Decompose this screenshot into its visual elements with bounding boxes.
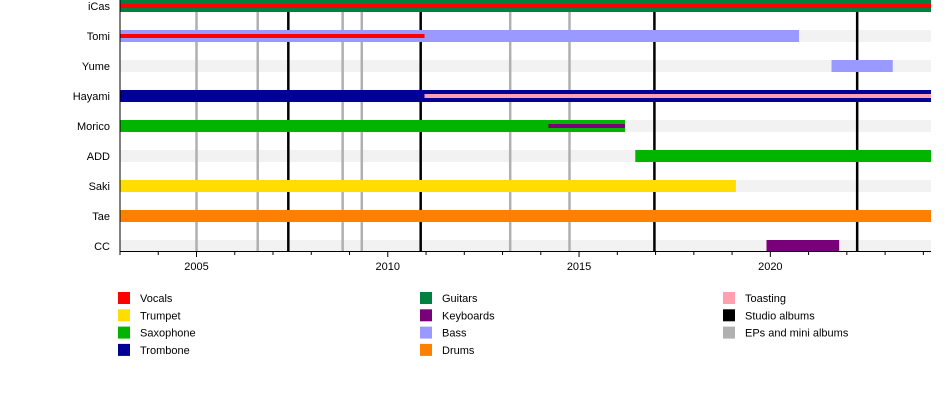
x-tick-label: 2005 (184, 261, 208, 273)
member-label: Yume (82, 61, 110, 73)
bar-bass (831, 60, 893, 72)
overlay-toasting (424, 94, 931, 98)
legend-swatch-bass (420, 326, 432, 339)
member-label: Hayami (73, 91, 110, 103)
legend-label: Drums (442, 345, 475, 357)
legend-label: Trumpet (140, 310, 181, 322)
row-track (120, 60, 931, 72)
overlay-vocals (120, 34, 425, 38)
legend-swatch-vocals (118, 292, 130, 304)
legend-label: Saxophone (140, 328, 196, 340)
legend-label: Bass (442, 328, 467, 340)
x-tick-label: 2010 (376, 261, 400, 273)
legend-label: EPs and mini albums (745, 328, 849, 340)
legend-label: Toasting (745, 293, 786, 305)
overlay-vocals (120, 4, 931, 8)
bar-bass (120, 30, 800, 42)
legend-label: Keyboards (442, 310, 495, 322)
bar-drums (120, 210, 931, 222)
legend-swatch-trumpet (118, 309, 130, 322)
legend-label: Studio albums (745, 310, 815, 322)
row-track (120, 240, 931, 252)
overlay-keyboards (548, 124, 625, 128)
legend-label: Guitars (442, 293, 478, 305)
legend-swatch-drums (420, 343, 432, 356)
legend-swatch-studio-albums (723, 309, 735, 322)
member-label: iCas (88, 1, 111, 13)
x-tick-label: 2020 (758, 261, 782, 273)
legend-label: Vocals (140, 293, 173, 305)
member-label: CC (94, 241, 110, 253)
bar-saxophone (120, 120, 625, 132)
member-label: ADD (87, 151, 110, 163)
bar-keyboards (766, 240, 840, 252)
legend-label: Trombone (140, 345, 190, 357)
legend-swatch-keyboards (420, 309, 432, 322)
legend-swatch-eps-and-mini-albums (723, 326, 735, 339)
legend-swatch-toasting (723, 292, 735, 304)
bar-trumpet (120, 180, 736, 192)
member-label: Saki (89, 181, 110, 193)
x-tick-label: 2015 (567, 261, 591, 273)
legend-swatch-trombone (118, 343, 130, 356)
member-label: Tae (92, 211, 110, 223)
member-label: Tomi (87, 31, 110, 43)
legend-swatch-guitars (420, 292, 432, 304)
member-label: Morico (77, 121, 110, 133)
legend-swatch-saxophone (118, 326, 130, 339)
bar-saxophone (635, 150, 931, 162)
